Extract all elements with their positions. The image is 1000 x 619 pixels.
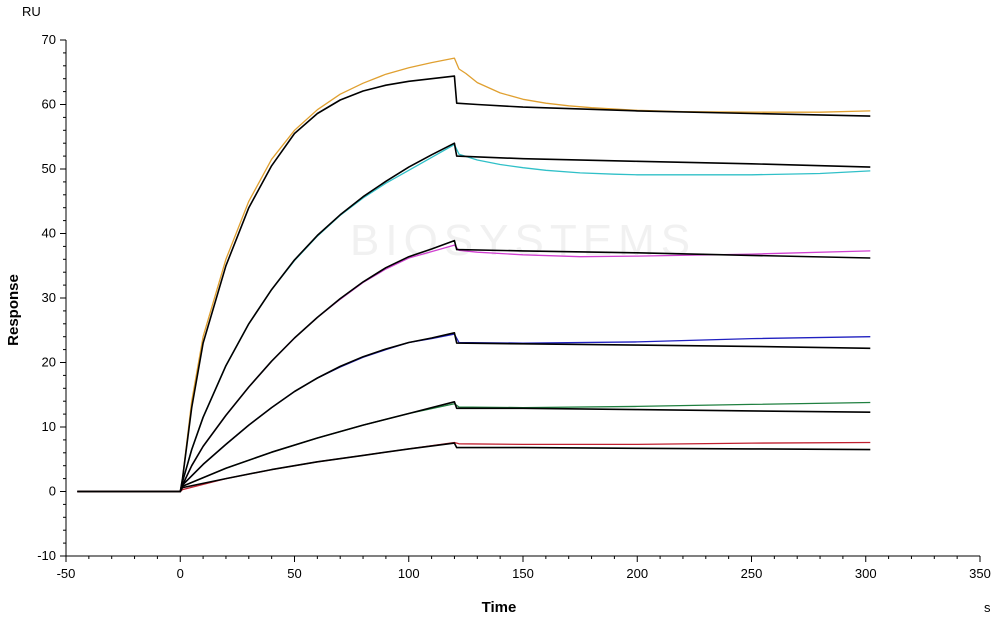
y-axis-title: Response [5,274,22,346]
x-tick-label: 300 [855,566,877,581]
x-tick-label: 350 [969,566,991,581]
y-ticks: -10 0 10 20 30 40 50 60 70 [37,32,66,563]
sensorgram-line [77,244,871,493]
y-tick-label: 60 [42,97,56,112]
y-tick-label: 20 [42,355,56,370]
fit-curve-line [77,400,871,493]
axes: -10 0 10 20 30 40 50 60 70 -50 0 50 100 150 200 250 300… [37,32,991,581]
x-tick-label: 50 [287,566,301,581]
x-tick-label: -50 [57,566,76,581]
series-layer [77,57,871,493]
sensorgram-line [77,57,871,493]
y-tick-label: 30 [42,290,56,305]
fit-curve-line [77,442,871,493]
sensorgram-line [77,143,871,493]
y-tick-label: 0 [49,484,56,499]
y-tick-label: 50 [42,161,56,176]
sensorgram-line [77,333,871,493]
x-tick-label: 0 [177,566,184,581]
y-tick-label: 40 [42,226,56,241]
y-tick-label: -10 [37,548,56,563]
y-tick-label: 10 [42,419,56,434]
y-unit-label: RU [22,4,41,19]
y-tick-label: 70 [42,32,56,47]
watermark-text: BIOSYSTEMS [350,216,696,265]
x-axis-title: Time [482,599,517,616]
fit-curve-line [77,75,871,493]
x-tick-label: 250 [741,566,763,581]
watermark: BIOSYSTEMS [350,216,696,265]
x-ticks: -50 0 50 100 150 200 250 300 350 [57,556,991,581]
fit-curve-line [77,331,871,493]
x-unit-label: s [984,600,991,615]
x-tick-label: 100 [398,566,420,581]
x-tick-label: 200 [626,566,648,581]
fit-curve-line [77,239,871,493]
x-tick-label: 150 [512,566,534,581]
fit-curve-line [77,142,871,493]
